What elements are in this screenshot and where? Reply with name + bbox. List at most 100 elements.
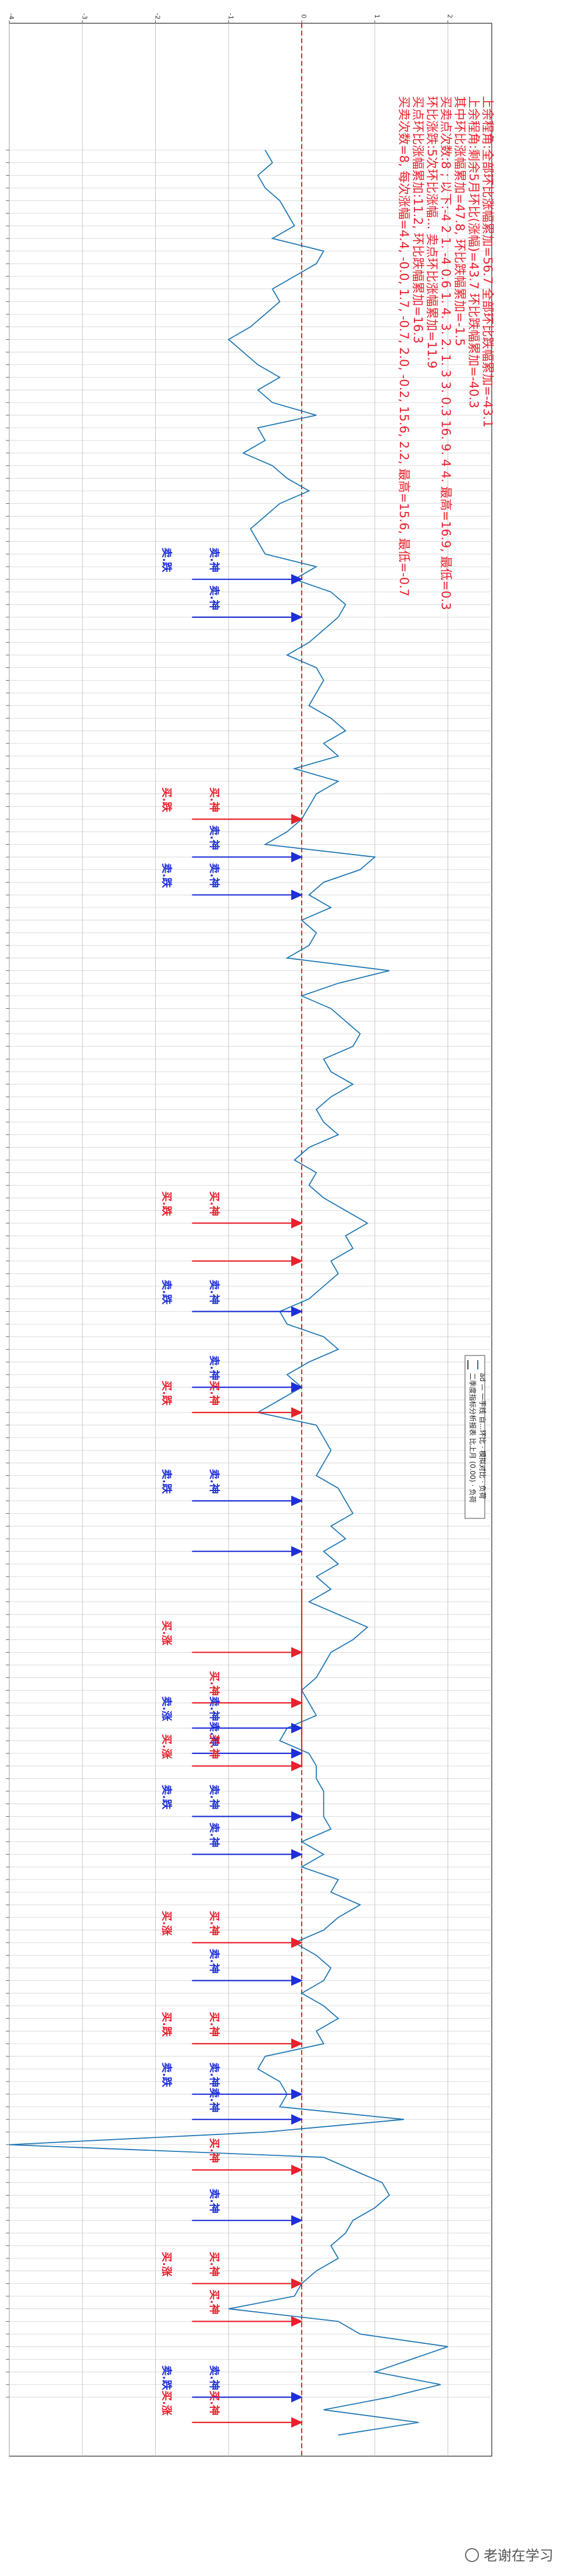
annotation-side-label: 买.涨 bbox=[160, 2251, 172, 2276]
plot-border bbox=[9, 23, 492, 2457]
annotation-buy-5: 买.神 买.跌 bbox=[160, 1191, 303, 1229]
annotation-arrow-head bbox=[291, 2038, 303, 2049]
annotation-arrow-head bbox=[291, 1698, 303, 1709]
annotation-arrow-label: 卖.神 bbox=[208, 1280, 220, 1305]
annotation-arrow-head bbox=[291, 1647, 303, 1658]
info-text-block: 上余程角:全部环比涨幅累加=56.7 全部环比跌幅累加=-43.1上余程角:剩余… bbox=[397, 96, 495, 610]
annotation-sell-20: 卖.神 bbox=[192, 1949, 303, 1986]
annotation-arrow-head bbox=[291, 1723, 303, 1734]
annotation-side-label: 卖.跌 bbox=[160, 1785, 173, 1810]
annotation-sell-17: 卖.神 卖.跌 bbox=[160, 1785, 303, 1822]
annotation-arrow-head bbox=[291, 1218, 303, 1229]
annotation-arrow-label: 买.神 bbox=[208, 2012, 220, 2037]
annotation-arrow-label: 买.神 bbox=[208, 1734, 220, 1759]
annotation-buy-16: 买.神 买.涨 bbox=[160, 1734, 303, 1771]
tick-label-2: -2 bbox=[154, 13, 162, 20]
annotation-side-label: 买.跌 bbox=[160, 2012, 173, 2037]
annotation-arrow-label: 卖.神 bbox=[208, 585, 220, 610]
annotation-buy-21: 买.神 买.跌 bbox=[160, 2012, 303, 2049]
annotation-buy-26: 买.神 买.涨 bbox=[160, 2251, 303, 2289]
annotation-arrow-label: 卖.神 bbox=[208, 1949, 220, 1974]
watermark-icon bbox=[465, 2548, 479, 2562]
annotation-arrow-head bbox=[291, 852, 303, 863]
annotation-arrow-head bbox=[291, 1407, 303, 1418]
annotation-sell-1: 卖.神 bbox=[192, 585, 303, 622]
annotation-arrow-label: 卖.神 bbox=[208, 1785, 220, 1810]
annotation-sell-18: 卖.神 bbox=[192, 1823, 303, 1860]
annotation-arrow-head bbox=[291, 574, 303, 585]
annotation-arrow-head bbox=[291, 2088, 303, 2100]
annotation-buy-27: 买.神 bbox=[192, 2290, 303, 2327]
plot-frame bbox=[9, 23, 492, 2457]
annotation-sell-8: 卖.神 bbox=[192, 1355, 303, 1393]
annotation-sell-14: 卖.神 卖.涨 bbox=[160, 1696, 303, 1734]
annotation-arrow-head bbox=[291, 889, 303, 901]
annotation-arrow-head bbox=[291, 2278, 303, 2289]
annotation-arrow-label: 卖.神 bbox=[208, 547, 220, 572]
series-line-0 bbox=[9, 150, 448, 2436]
tick-label-1: -3 bbox=[81, 13, 88, 20]
annotation-side-label: 买.跌 bbox=[160, 787, 173, 813]
annotation-side-label: 卖.跌 bbox=[160, 1280, 173, 1305]
annotation-side-label: 买.涨 bbox=[160, 1911, 172, 1936]
annotation-buy-6 bbox=[192, 1255, 303, 1266]
annotation-side-label: 卖.跌 bbox=[160, 547, 173, 573]
annotation-sell-28: 卖.神 卖.跌 bbox=[160, 2365, 303, 2403]
annotation-arrow-label: 卖.神 bbox=[208, 1823, 220, 1848]
annotation-arrow-label: 卖.神 bbox=[208, 1355, 220, 1380]
annotation-arrow-head bbox=[291, 1495, 303, 1506]
annotation-arrow-head bbox=[291, 814, 303, 825]
tick-label-4: 0 bbox=[300, 15, 307, 19]
watermark-text: 老谢在学习 bbox=[484, 2547, 553, 2564]
annotation-arrow-label: 买.神 bbox=[208, 1671, 220, 1696]
annotation-buy-29: 买.神 买.涨 bbox=[160, 2390, 303, 2428]
info-line-0: 上余程角:全部环比涨幅累加=56.7 全部环比跌幅累加=-43.1 bbox=[481, 96, 495, 428]
legend-box bbox=[464, 1355, 485, 1519]
annotation-arrow-label: 买.神 bbox=[208, 2138, 220, 2163]
info-line-3: 买卖点次数:8 ; 以下:-4 2 1. -4 0.6 1. 4. 3. 2. … bbox=[439, 96, 453, 610]
tick-label-6: 2 bbox=[446, 15, 454, 19]
annotation-sell-23: 卖.神 bbox=[192, 2087, 303, 2125]
annotation-arrow-label: 卖.神 bbox=[208, 2365, 220, 2390]
annotation-arrow-head bbox=[291, 2417, 303, 2428]
annotation-arrow-label: 买.神 bbox=[208, 1380, 220, 1406]
annotation-side-label: 买.涨 bbox=[160, 1620, 172, 1645]
series-line-group bbox=[9, 150, 448, 2436]
annotation-sell-11 bbox=[192, 1546, 303, 1557]
annotation-arrow-head bbox=[291, 1811, 303, 1822]
info-line-5: 买点环比涨幅累加:11.2, 环比跌幅累加=16.3 bbox=[411, 96, 425, 344]
tick-label-5: 1 bbox=[373, 15, 381, 19]
annotation-side-label: 卖.跌 bbox=[160, 863, 173, 888]
axis-ticks: -4 -3 -2 -1 0 1 2 bbox=[8, 13, 454, 23]
annotation-side-label: 卖.涨 bbox=[160, 1696, 173, 1721]
annotation-buy-19: 买.神 买.涨 bbox=[160, 1911, 303, 1948]
annotation-arrow-head bbox=[291, 1849, 303, 1860]
annotation-arrow-label: 卖.神 bbox=[208, 2062, 220, 2087]
annotation-arrow-head bbox=[291, 1255, 303, 1266]
annotation-buy-13: 买.神 bbox=[192, 1671, 303, 1709]
annotation-sell-4: 卖.神 卖.跌 bbox=[160, 863, 303, 901]
annotation-arrow-label: 卖.神 bbox=[208, 1696, 220, 1721]
annotation-arrow-head bbox=[291, 2165, 303, 2175]
annotation-sell-7: 卖.神 卖.跌 bbox=[160, 1280, 303, 1317]
annotation-buy-12: 买.涨 bbox=[160, 1620, 303, 1658]
annotation-arrow-label: 卖.神 bbox=[208, 2189, 220, 2214]
annotation-buy-24: 买.神 bbox=[192, 2138, 303, 2175]
annotation-sell-3: 卖.神 bbox=[192, 825, 303, 863]
annotation-arrow-head bbox=[291, 2392, 303, 2403]
annotation-arrow-head bbox=[291, 2316, 303, 2327]
annotation-side-label: 买.跌 bbox=[160, 1380, 173, 1406]
annotation-arrow-head bbox=[291, 1760, 303, 1771]
legend-item-1: 二季度指标分析报表 比上月 (0.00) · 负荷 bbox=[468, 1373, 477, 1503]
tick-label-3: -1 bbox=[227, 13, 234, 20]
annotation-sell-10: 卖.神 卖.跌 bbox=[160, 1469, 303, 1506]
annotation-side-label: 买.跌 bbox=[160, 1191, 173, 1217]
annotation-arrow-label: 买.神 bbox=[208, 2290, 220, 2315]
annotation-side-label: 卖.跌 bbox=[160, 2365, 173, 2391]
annotation-arrow-head bbox=[291, 1975, 303, 1986]
annotation-arrow-label: 卖.神 bbox=[208, 825, 220, 850]
annotation-arrow-head bbox=[291, 1546, 303, 1557]
annotation-sell-15: 卖.神 bbox=[192, 1721, 303, 1759]
